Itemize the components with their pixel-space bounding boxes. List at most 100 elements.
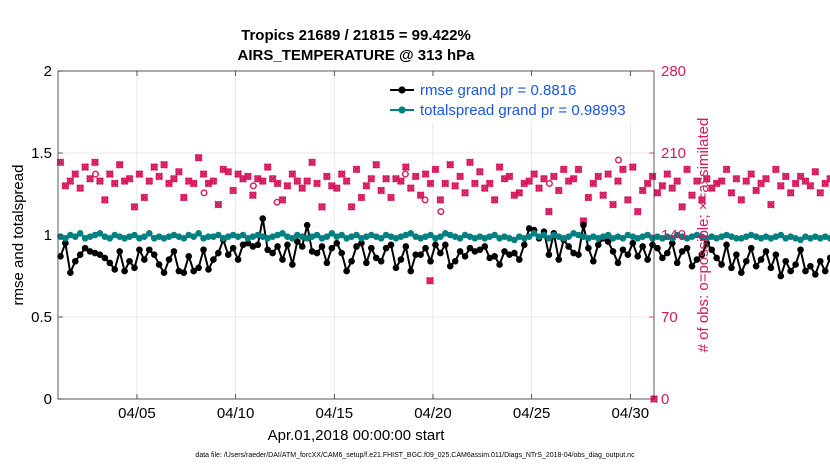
rmse-point bbox=[259, 215, 267, 222]
obs-possible-point bbox=[303, 177, 311, 185]
y2-tick-label: 140 bbox=[661, 227, 686, 244]
obs-possible-point bbox=[283, 182, 292, 190]
obs-possible-point bbox=[629, 163, 637, 171]
rmse-point bbox=[437, 249, 444, 257]
obs-possible-point bbox=[421, 170, 430, 178]
obs-possible-point bbox=[658, 182, 666, 190]
obs-possible-point bbox=[229, 186, 237, 195]
totalspread-point bbox=[644, 231, 651, 239]
y-tick-label: 2 bbox=[44, 63, 52, 80]
rmse-point bbox=[62, 239, 69, 247]
rmse-point bbox=[816, 257, 824, 265]
obs-possible-point bbox=[787, 189, 795, 197]
totalspread-point bbox=[733, 234, 740, 242]
rmse-point bbox=[659, 254, 666, 262]
obs-possible-point bbox=[91, 170, 99, 178]
totalspread-point bbox=[353, 231, 360, 239]
y2-tick-label: 280 bbox=[661, 63, 686, 80]
rmse-point bbox=[619, 246, 627, 254]
rmse-point bbox=[67, 269, 74, 277]
rmse-point bbox=[634, 253, 642, 260]
rmse-point bbox=[664, 249, 671, 257]
rmse-point bbox=[150, 251, 158, 258]
totalspread-point bbox=[279, 230, 286, 237]
totalspread-point bbox=[215, 231, 222, 239]
obs-possible-point bbox=[673, 177, 681, 185]
totalspread-point bbox=[71, 233, 79, 240]
totalspread-point bbox=[565, 233, 572, 240]
obs-possible-point bbox=[367, 175, 375, 183]
rmse-point bbox=[427, 257, 434, 265]
rmse-point bbox=[723, 241, 730, 249]
obs-possible-point bbox=[643, 179, 652, 188]
rmse-point bbox=[338, 249, 345, 257]
obs-possible-point bbox=[826, 175, 830, 183]
obs-possible-point bbox=[66, 177, 74, 185]
ticks: 04/05 04/10 04/15 04/20 04/25 04/30 0 0.5 1 1.5 2 0… bbox=[31, 63, 686, 422]
rmse-point bbox=[402, 243, 410, 250]
totalspread-point bbox=[491, 231, 498, 239]
obs-possible-point bbox=[688, 191, 696, 199]
obs-possible-point bbox=[525, 177, 533, 185]
rmse-point bbox=[580, 221, 587, 229]
obs-possible-point bbox=[757, 179, 765, 188]
obs-possible-point bbox=[495, 163, 504, 171]
rmse-point bbox=[185, 253, 193, 260]
rmse-point bbox=[787, 267, 794, 275]
obs-possible-point bbox=[614, 156, 622, 164]
obs-possible-point bbox=[259, 177, 267, 185]
obs-possible-point bbox=[678, 203, 686, 211]
obs-possible-point bbox=[545, 179, 553, 187]
rmse-point bbox=[210, 256, 217, 263]
obs-possible-point bbox=[574, 165, 583, 173]
rmse-point bbox=[392, 264, 400, 272]
rmse-point bbox=[609, 248, 617, 255]
y2-tick-label: 70 bbox=[661, 309, 678, 326]
rmse-point bbox=[160, 269, 168, 277]
obs-possible-point bbox=[437, 208, 445, 216]
obs-possible-point bbox=[772, 165, 780, 173]
obs-possible-point bbox=[165, 179, 173, 188]
totalspread-point bbox=[289, 234, 296, 242]
rmse-point bbox=[333, 239, 341, 247]
obs-possible-point bbox=[732, 175, 740, 183]
obs-possible-point bbox=[298, 184, 306, 192]
totalspread-point bbox=[604, 231, 612, 239]
obs-possible-point bbox=[387, 193, 395, 202]
obs-possible-point bbox=[767, 200, 775, 209]
obs-possible-point bbox=[441, 179, 449, 188]
obs-possible-point bbox=[663, 170, 671, 178]
obs-possible-point bbox=[599, 191, 607, 199]
obs-possible-point bbox=[61, 182, 70, 190]
chart-title-line1: Tropics 21689 / 21815 = 99.422% bbox=[241, 27, 471, 44]
rmse-point bbox=[501, 248, 508, 255]
x-tick-label: 04/25 bbox=[513, 405, 551, 422]
rmse-point bbox=[367, 244, 375, 252]
rmse-point bbox=[303, 221, 311, 229]
totalspread-point bbox=[377, 234, 385, 242]
obs-possible-point bbox=[451, 182, 459, 190]
rmse-point bbox=[224, 251, 232, 258]
rmse-point bbox=[215, 249, 222, 257]
data-file-footnote: data file: /Users/raeder/DAI/ATM_forcXX/… bbox=[195, 452, 635, 459]
legend-rmse-label: rmse grand pr = 0.8816 bbox=[420, 82, 576, 99]
obs-possible-point bbox=[540, 175, 548, 183]
obs-possible-point bbox=[569, 175, 578, 183]
totalspread-point bbox=[437, 233, 444, 240]
obs-possible-point bbox=[333, 184, 341, 192]
obs-possible-point bbox=[214, 200, 222, 209]
rmse-point bbox=[155, 261, 163, 268]
rmse-point bbox=[377, 257, 385, 265]
rmse-series bbox=[57, 215, 830, 280]
obs-possible-point bbox=[476, 168, 484, 176]
totalspread-point bbox=[427, 231, 434, 239]
obs-possible-point bbox=[604, 170, 612, 178]
rmse-point bbox=[254, 241, 262, 249]
obs-possible-point bbox=[816, 189, 824, 197]
rmse-point bbox=[200, 246, 207, 254]
obs-possible-point bbox=[273, 179, 282, 188]
obs-possible-point bbox=[481, 184, 489, 192]
rmse-point bbox=[491, 253, 498, 260]
obs-possible-point bbox=[609, 200, 617, 209]
